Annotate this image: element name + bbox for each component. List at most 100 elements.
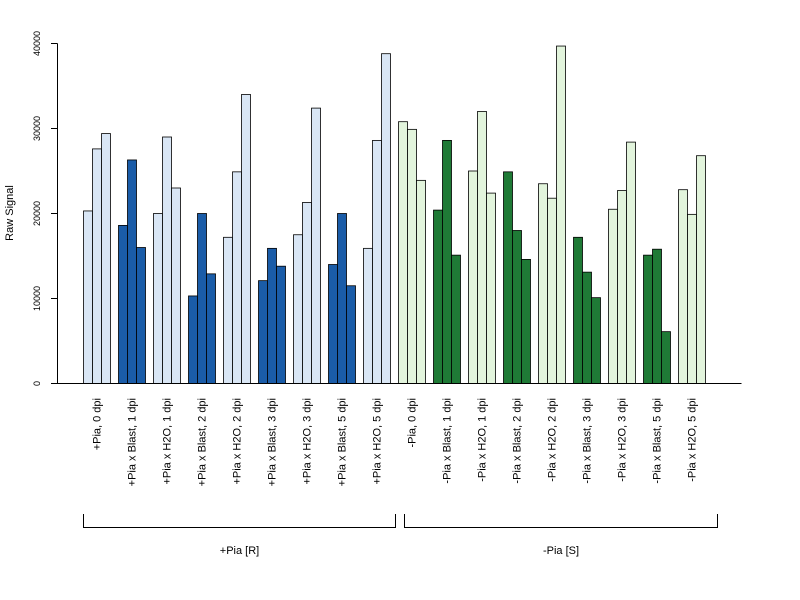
x-tick-label: -Pia x H2O, 2 dpi xyxy=(547,398,559,482)
x-tick-label: +Pia x Blast, 1 dpi xyxy=(127,398,139,486)
bar-group xyxy=(538,45,566,384)
bar xyxy=(188,295,198,384)
bar xyxy=(127,159,137,384)
bar xyxy=(556,45,566,384)
bar xyxy=(687,213,697,384)
bar xyxy=(118,224,128,384)
bar xyxy=(503,171,513,384)
y-tick-label: 10000 xyxy=(32,286,42,311)
x-tick-label: +Pia x H2O, 3 dpi xyxy=(302,398,314,485)
group-bracket xyxy=(83,514,396,528)
bar xyxy=(267,247,277,384)
bar xyxy=(582,271,592,384)
bar xyxy=(206,273,216,384)
bar-group xyxy=(398,121,426,384)
y-tick-label: 20000 xyxy=(32,201,42,226)
bar-group xyxy=(188,213,216,384)
bar xyxy=(153,213,163,384)
bar-group xyxy=(608,141,636,384)
bar xyxy=(171,187,181,384)
bar xyxy=(573,236,583,384)
x-tick-label: +Pia x H2O, 1 dpi xyxy=(162,398,174,485)
bar xyxy=(101,133,111,384)
bar xyxy=(197,213,207,384)
bar xyxy=(407,128,417,384)
bar xyxy=(661,331,671,384)
bar-group xyxy=(293,107,321,384)
bar xyxy=(241,94,251,384)
y-axis-label: Raw Signal xyxy=(4,185,16,241)
bar-group xyxy=(258,247,286,384)
bar-group xyxy=(573,236,601,384)
bar xyxy=(652,248,662,384)
x-tick-label: -Pia x H2O, 3 dpi xyxy=(617,398,629,482)
bar xyxy=(346,285,356,384)
bar-group xyxy=(118,159,146,384)
bracket-label: -Pia [S] xyxy=(543,545,579,557)
y-tick-label: 40000 xyxy=(32,31,42,56)
x-tick-label: +Pia x Blast, 3 dpi xyxy=(267,398,279,486)
bar xyxy=(162,136,172,384)
bar xyxy=(136,247,146,384)
group-brackets: +Pia [R] -Pia [S] xyxy=(83,514,718,557)
bar-group xyxy=(433,139,461,384)
bar xyxy=(232,171,242,384)
bar xyxy=(398,121,408,384)
bar-group xyxy=(328,213,356,384)
bar xyxy=(678,189,688,384)
bar xyxy=(293,234,303,384)
x-tick-label: +Pia, 0 dpi xyxy=(92,398,104,450)
bar-group xyxy=(83,133,111,384)
bracket-label: +Pia [R] xyxy=(220,545,259,557)
y-tick-label: 30000 xyxy=(32,116,42,141)
bar xyxy=(416,179,426,384)
bar xyxy=(223,236,233,384)
y-axis: 0 10000 20000 30000 40000 xyxy=(32,31,58,386)
bar xyxy=(337,213,347,384)
bar xyxy=(433,209,443,384)
bar xyxy=(538,183,548,384)
bar xyxy=(451,254,461,384)
bar xyxy=(643,254,653,384)
bar-group xyxy=(643,248,671,384)
bar xyxy=(302,202,312,384)
bar xyxy=(512,230,522,384)
bar xyxy=(468,170,478,384)
x-tick-label: -Pia x Blast, 2 dpi xyxy=(512,398,524,484)
bar xyxy=(92,148,102,384)
bar-group xyxy=(503,171,531,384)
bar xyxy=(591,297,601,384)
bars xyxy=(83,45,706,384)
x-tick-label: -Pia x Blast, 1 dpi xyxy=(442,398,454,484)
x-tick-label: -Pia x Blast, 5 dpi xyxy=(652,398,664,484)
x-tick-label: +Pia x Blast, 2 dpi xyxy=(197,398,209,486)
bar xyxy=(372,139,382,384)
bar xyxy=(696,155,706,384)
x-tick-label: +Pia x Blast, 5 dpi xyxy=(337,398,349,486)
bar-group xyxy=(223,94,251,384)
x-tick-label: -Pia, 0 dpi xyxy=(407,398,419,448)
x-tick-labels: +Pia, 0 dpi +Pia x Blast, 1 dpi +Pia x H2O… xyxy=(92,398,699,486)
bar-group xyxy=(468,111,496,384)
bar-group xyxy=(153,136,181,384)
x-tick-label: +Pia x H2O, 2 dpi xyxy=(232,398,244,485)
bar xyxy=(442,139,452,384)
bar-group xyxy=(363,53,391,384)
x-tick-label: +Pia x H2O, 5 dpi xyxy=(372,398,384,485)
x-tick-label: -Pia x H2O, 5 dpi xyxy=(687,398,699,482)
bar xyxy=(626,141,636,384)
bar xyxy=(258,280,268,384)
x-tick-label: -Pia x Blast, 3 dpi xyxy=(582,398,594,484)
bar xyxy=(83,210,93,384)
bar xyxy=(521,258,531,384)
bar xyxy=(363,247,373,384)
bar xyxy=(276,265,286,384)
bar-group xyxy=(678,155,706,384)
bar xyxy=(617,190,627,384)
bar xyxy=(486,192,496,384)
bar xyxy=(547,197,557,384)
bar xyxy=(328,264,338,384)
bar xyxy=(477,111,487,384)
bar xyxy=(311,107,321,384)
